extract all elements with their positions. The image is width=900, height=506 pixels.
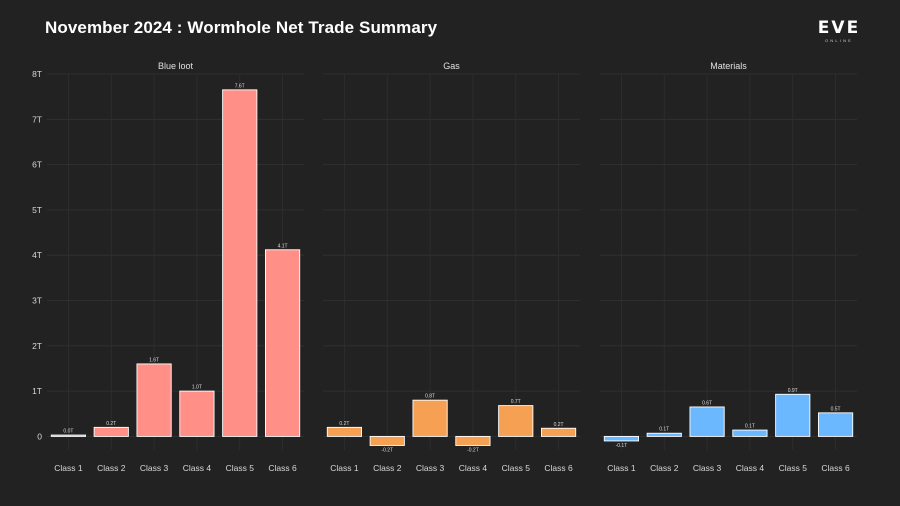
x-tick-label: Class 2 [650, 463, 679, 473]
chart-title: November 2024 : Wormhole Net Trade Summa… [45, 18, 438, 37]
x-tick-label: Class 5 [779, 463, 808, 473]
x-tick-label: Class 6 [268, 463, 297, 473]
x-tick-label: Class 5 [226, 463, 255, 473]
bar-class-3 [412, 399, 448, 437]
bar-class-4 [455, 435, 491, 446]
x-tick-label: Class 1 [607, 463, 636, 473]
bar-class-5 [222, 89, 258, 437]
x-tick-label: Class 2 [97, 463, 126, 473]
bar-value-label: 7.6T [235, 83, 245, 89]
y-tick-label: 4T [32, 250, 42, 260]
facet-gas: Gas 0.2T Class 1 -0.2T Class 2 0.8T Class 3 -0.… [323, 61, 580, 473]
y-tick-label: 6T [32, 160, 42, 170]
y-tick-label: 2T [32, 341, 42, 351]
facet-blue-loot: Blue loot 0.0T Class 1 0.2T Class 2 1.6T Class… [47, 61, 304, 473]
x-tick-label: Class 3 [140, 463, 169, 473]
bar-class-2 [369, 435, 405, 446]
y-tick-label: 5T [32, 205, 42, 215]
y-tick-label: 8T [32, 69, 42, 79]
x-tick-label: Class 3 [416, 463, 445, 473]
x-tick-label: Class 6 [544, 463, 573, 473]
bar-value-label: 4.1T [278, 243, 288, 249]
bar-class-5 [498, 405, 534, 437]
bar-value-label: 1.0T [192, 385, 202, 391]
x-tick-label: Class 1 [54, 463, 83, 473]
bar-value-label: 1.6T [149, 357, 159, 363]
x-tick-label: Class 5 [502, 463, 531, 473]
bar-value-label: -0.2T [381, 447, 393, 453]
bar-value-label: 0.2T [106, 421, 116, 427]
x-tick-label: Class 4 [183, 463, 212, 473]
bar-value-label: 0.5T [831, 406, 841, 412]
logo-subtext: ONLINE [824, 38, 854, 43]
eve-online-logo: EVE ONLINE [812, 20, 866, 46]
bar-value-label: 0.8T [425, 394, 435, 400]
bar-class-6 [818, 412, 854, 437]
bar-class-2 [646, 432, 682, 437]
bar-class-4 [179, 390, 215, 437]
y-tick-label: 3T [32, 296, 42, 306]
bar-class-2 [93, 426, 129, 437]
logo-wordmark: EVE [817, 18, 861, 38]
bar-value-label: 0.2T [554, 422, 564, 428]
bar-class-5 [775, 393, 811, 437]
bar-value-label: 0.0T [63, 429, 73, 435]
y-tick-label: 7T [32, 114, 42, 124]
facet-materials: Materials -0.1T Class 1 0.1T Class 2 0.6T Clas… [600, 61, 857, 473]
x-tick-label: Class 4 [459, 463, 488, 473]
facet-title: Gas [443, 61, 460, 71]
bar-class-6 [265, 249, 301, 437]
bar-value-label: 0.1T [745, 424, 755, 430]
bar-class-1 [50, 434, 86, 437]
bar-value-label: 0.2T [339, 421, 349, 427]
bar-class-3 [689, 406, 725, 437]
y-tick-label: 1T [32, 386, 42, 396]
x-tick-label: Class 4 [736, 463, 765, 473]
bar-class-3 [136, 363, 172, 437]
x-tick-label: Class 3 [693, 463, 722, 473]
x-tick-label: Class 6 [821, 463, 850, 473]
bar-value-label: -0.1T [616, 443, 628, 449]
facet-title: Materials [710, 61, 747, 71]
x-tick-label: Class 1 [330, 463, 359, 473]
bar-class-1 [326, 426, 362, 437]
bar-class-6 [541, 427, 577, 437]
bar-class-4 [732, 429, 768, 437]
bar-value-label: 0.6T [702, 400, 712, 406]
bar-value-label: -0.2T [467, 447, 479, 453]
x-tick-label: Class 2 [373, 463, 402, 473]
bar-class-1 [603, 435, 639, 442]
facet-title: Blue loot [158, 61, 194, 71]
bar-value-label: 0.9T [788, 388, 798, 394]
bar-value-label: 0.7T [511, 399, 521, 405]
bar-value-label: 0.1T [659, 427, 669, 433]
y-tick-label: 0 [37, 431, 42, 441]
